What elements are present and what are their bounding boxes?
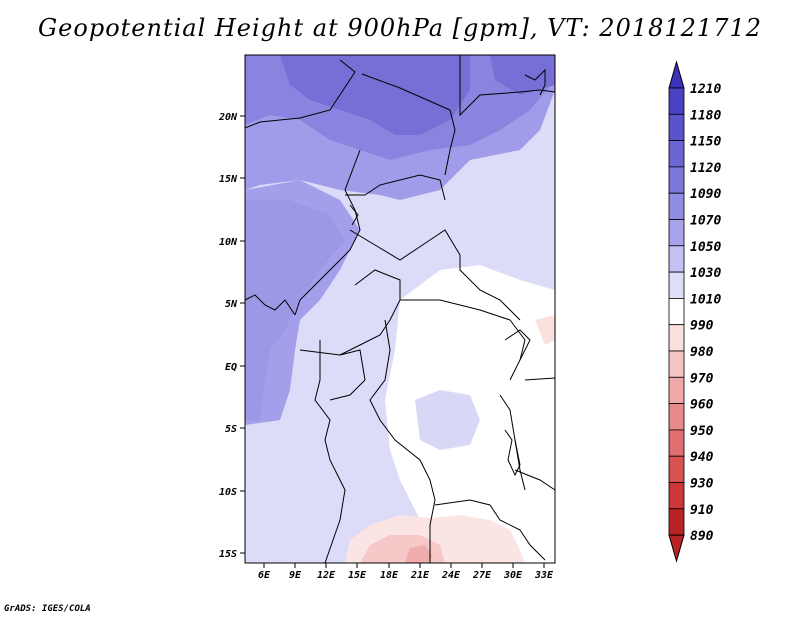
map-title: Geopotential Height at 900hPa [gpm], VT:… bbox=[38, 14, 762, 42]
colorbar-swatch bbox=[668, 166, 685, 194]
lon-label: 15E bbox=[348, 570, 367, 581]
colorbar-label: 1180 bbox=[690, 108, 721, 123]
colorbar-label: 940 bbox=[690, 450, 714, 465]
colorbar-swatch bbox=[668, 140, 685, 168]
lat-label: 20N bbox=[218, 112, 238, 123]
colorbar-label: 890 bbox=[690, 529, 714, 544]
colorbar-swatch bbox=[668, 297, 685, 326]
colorbar-label: 930 bbox=[690, 477, 714, 492]
lat-labels: 20N 15N 10N 5N EQ 5S 10S 15S bbox=[218, 112, 238, 560]
lat-label: 10S bbox=[219, 487, 237, 498]
map-panel: 20N 15N 10N 5N EQ 5S 10S 15S 6E 9E 12E 1… bbox=[218, 54, 556, 581]
lat-label: 5S bbox=[225, 424, 237, 435]
colorbar-swatch bbox=[668, 219, 685, 247]
field-990-ne bbox=[535, 315, 555, 345]
lat-label: 10N bbox=[219, 237, 238, 248]
lon-label: 12E bbox=[317, 570, 336, 581]
colorbar-swatch bbox=[668, 508, 685, 536]
field-1050 bbox=[280, 55, 470, 135]
colorbar-label: 1150 bbox=[690, 135, 721, 150]
lon-label: 21E bbox=[410, 570, 430, 581]
colorbar-label: 1030 bbox=[690, 266, 721, 281]
lon-labels: 6E 9E 12E 15E 18E 21E 24E 27E 30E 33E bbox=[258, 570, 554, 581]
field-970 bbox=[405, 545, 432, 563]
colorbar: 1210 1180 1150 1120 1090 1070 1050 1030 1010 990 9… bbox=[668, 60, 721, 563]
colorbar-label: 1070 bbox=[690, 214, 721, 229]
colorbar-label: 960 bbox=[690, 398, 714, 413]
boundaries bbox=[244, 55, 556, 564]
colorbar-label: 910 bbox=[690, 503, 714, 518]
colorbar-swatch bbox=[668, 271, 685, 299]
lat-label: 5N bbox=[225, 299, 238, 310]
lat-label: 15N bbox=[219, 174, 238, 185]
colorbar-swatch bbox=[668, 245, 685, 273]
colorbar-label: 950 bbox=[690, 424, 714, 439]
colorbar-label: 1050 bbox=[690, 240, 721, 255]
colorbar-swatch bbox=[668, 403, 685, 431]
field-1030-left2 bbox=[245, 200, 345, 420]
colorbar-swatch bbox=[668, 324, 685, 352]
lon-label: 18E bbox=[380, 570, 399, 581]
colorbar-swatch bbox=[668, 192, 685, 220]
credit-label: GrADS: IGES/COLA bbox=[4, 604, 91, 614]
colorbar-label: 1090 bbox=[690, 187, 721, 202]
lon-label: 6E bbox=[258, 570, 271, 581]
field-1010-blob bbox=[415, 390, 480, 450]
colorbar-swatch bbox=[668, 429, 685, 457]
colorbar-swatch bbox=[668, 87, 685, 115]
lat-label: EQ bbox=[225, 362, 237, 373]
lon-label: 33E bbox=[534, 570, 554, 581]
lat-label: 15S bbox=[219, 549, 237, 560]
colorbar-swatch bbox=[668, 482, 685, 510]
colorbar-label: 1120 bbox=[690, 161, 721, 176]
lat-ticks bbox=[240, 115, 245, 554]
lon-ticks bbox=[263, 563, 545, 568]
colorbar-label: 990 bbox=[690, 319, 714, 334]
lon-label: 27E bbox=[472, 570, 492, 581]
colorbar-top-arrow bbox=[668, 60, 685, 89]
colorbar-label: 970 bbox=[690, 371, 714, 386]
lon-label: 24E bbox=[441, 570, 461, 581]
colorbar-swatch bbox=[668, 113, 685, 142]
colorbar-label: 1210 bbox=[690, 82, 721, 97]
lon-label: 30E bbox=[503, 570, 523, 581]
field-1050-b bbox=[490, 55, 555, 95]
colorbar-swatch bbox=[668, 376, 685, 404]
colorbar-swatch bbox=[668, 350, 685, 378]
colorbar-bottom-arrow bbox=[668, 534, 685, 563]
colorbar-label: 1010 bbox=[690, 292, 721, 307]
colorbar-label: 980 bbox=[690, 345, 714, 360]
map-frame bbox=[244, 54, 556, 564]
lon-label: 9E bbox=[289, 570, 302, 581]
colorbar-swatch bbox=[668, 455, 685, 483]
